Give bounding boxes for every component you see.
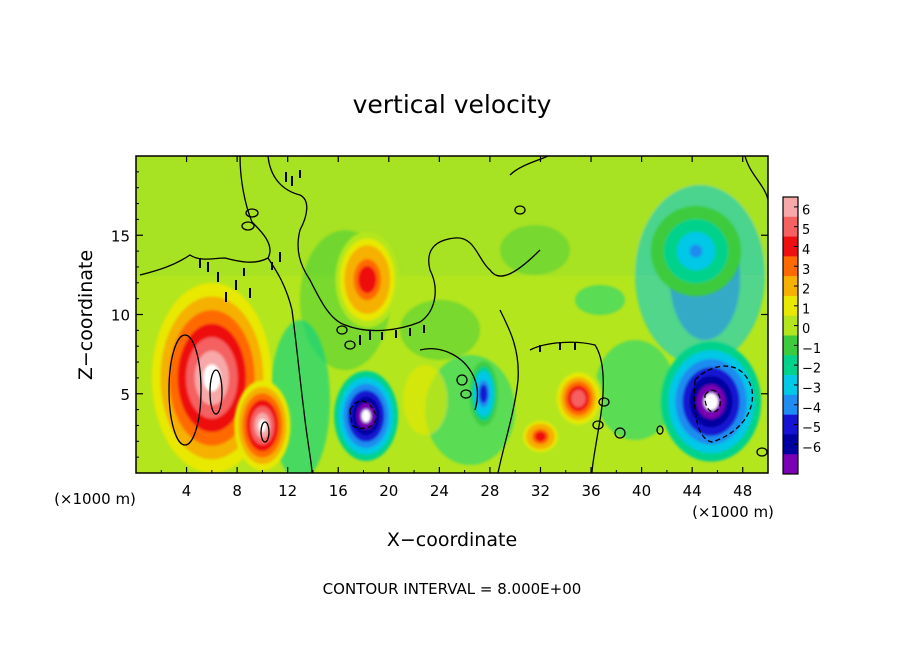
x-unit-label-left: (×1000 m) xyxy=(54,490,136,508)
y-axis-label: Z−coordinate xyxy=(75,250,97,380)
x-unit-label-right: (×1000 m) xyxy=(692,503,774,521)
x-tick-label: 20 xyxy=(379,482,398,500)
downdraft-contour-dashed xyxy=(704,389,721,413)
colorbar-swatch xyxy=(783,414,798,435)
y-tick-label: 15 xyxy=(111,227,130,245)
velocity-contour-fill xyxy=(362,272,372,287)
contour-ring xyxy=(456,374,468,386)
colorbar-frame xyxy=(782,196,799,475)
contour-ring xyxy=(460,389,472,399)
colorbar-swatch xyxy=(783,375,798,396)
updraft-contour xyxy=(260,421,270,443)
contour-ring xyxy=(514,205,526,215)
x-axis-ticks: 4 8 12 16 20 24 28 32 36 40 44 48 xyxy=(160,156,752,500)
y-tick-label: 5 xyxy=(120,386,130,404)
zero-contour-top-right xyxy=(509,156,768,201)
contour-ring xyxy=(614,427,626,439)
updraft-contour xyxy=(168,334,202,446)
x-tick-label: 28 xyxy=(480,482,499,500)
y-axis-ticks: 5 10 15 xyxy=(111,171,768,458)
zero-contour-left xyxy=(139,156,271,276)
colorbar-swatch xyxy=(783,335,798,356)
colorbar-label: 1 xyxy=(802,302,810,317)
x-axis-label: X−coordinate xyxy=(387,529,517,551)
contour-ring xyxy=(656,425,664,435)
contour-lines xyxy=(139,156,768,473)
colorbar-swatch xyxy=(783,236,798,257)
colorbar-label: 2 xyxy=(802,283,810,298)
contour-ring xyxy=(756,447,768,457)
colorbar-label: 4 xyxy=(802,243,810,258)
zero-contour-upper-band xyxy=(267,156,541,332)
colorbar-label: −4 xyxy=(802,401,821,416)
colorbar-label: −6 xyxy=(802,441,821,456)
updraft-core xyxy=(520,418,561,455)
colorbar-label: −1 xyxy=(802,342,821,357)
contour-ring xyxy=(598,397,610,407)
colorbar-label: −2 xyxy=(802,362,821,377)
contour-ring xyxy=(336,325,348,335)
plot-area xyxy=(135,155,769,474)
downdraft-contour-dashed xyxy=(349,400,377,429)
x-tick-label: 8 xyxy=(232,482,242,500)
colorbar-swatch xyxy=(783,315,798,336)
colorbar-swatch xyxy=(783,276,798,297)
velocity-contour-fill xyxy=(574,394,582,403)
velocity-contour-fill xyxy=(703,393,719,411)
colorbar-label: 5 xyxy=(802,223,810,238)
colorbar-label: −3 xyxy=(802,381,821,396)
contour-ring xyxy=(241,221,255,231)
updraft-contour xyxy=(209,369,223,415)
updraft-core xyxy=(335,231,400,328)
x-tick-label: 44 xyxy=(683,482,702,500)
y-tick-label: 10 xyxy=(111,307,130,325)
colorbar-label: 0 xyxy=(802,322,810,337)
colorbar-swatch xyxy=(783,216,798,237)
x-tick-label: 48 xyxy=(733,482,752,500)
x-tick-label: 16 xyxy=(329,482,348,500)
colorbar-swatch xyxy=(783,256,798,277)
downdraft-contour-dashed xyxy=(693,365,754,443)
zero-contour-column xyxy=(267,257,313,473)
velocity-contour-fill xyxy=(481,389,486,399)
x-tick-label: 40 xyxy=(632,482,651,500)
vertical-velocity-field xyxy=(136,156,768,473)
zero-contour-mid xyxy=(419,309,519,473)
x-tick-label: 32 xyxy=(531,482,550,500)
noise-marks xyxy=(199,170,576,352)
contour-ring xyxy=(344,340,356,350)
velocity-contour-fill xyxy=(361,409,371,423)
x-tick-label: 12 xyxy=(278,482,297,500)
contour-ring xyxy=(592,420,604,430)
colorbar-label: −5 xyxy=(802,421,821,436)
colorbar-swatch xyxy=(783,434,798,455)
contour-ring xyxy=(245,208,259,218)
colorbar-swatch xyxy=(783,454,798,475)
colorbar-swatch xyxy=(783,355,798,376)
velocity-contour-fill xyxy=(537,433,544,440)
downdraft-core xyxy=(469,361,498,426)
colorbar-swatch xyxy=(783,394,798,415)
chart-title: vertical velocity xyxy=(353,90,552,119)
x-tick-label: 24 xyxy=(430,482,449,500)
x-tick-label: 36 xyxy=(581,482,600,500)
x-tick-label: 4 xyxy=(182,482,192,500)
colorbar-label: 6 xyxy=(802,203,810,218)
downdraft-core xyxy=(661,341,762,462)
updraft-core xyxy=(553,368,604,429)
colorbar-swatch xyxy=(783,295,798,317)
downdraft-core xyxy=(650,206,741,297)
colorbar-label: 3 xyxy=(802,263,810,278)
contour-interval-note: CONTOUR INTERVAL = 8.000E+00 xyxy=(323,580,582,598)
downdraft-core xyxy=(334,370,399,461)
colorbar-swatch xyxy=(783,197,798,218)
colorbar: 6 5 4 3 2 1 0 −1 −2 −3 −4 −5 −6 xyxy=(782,196,821,475)
velocity-contour-fill xyxy=(689,244,703,258)
